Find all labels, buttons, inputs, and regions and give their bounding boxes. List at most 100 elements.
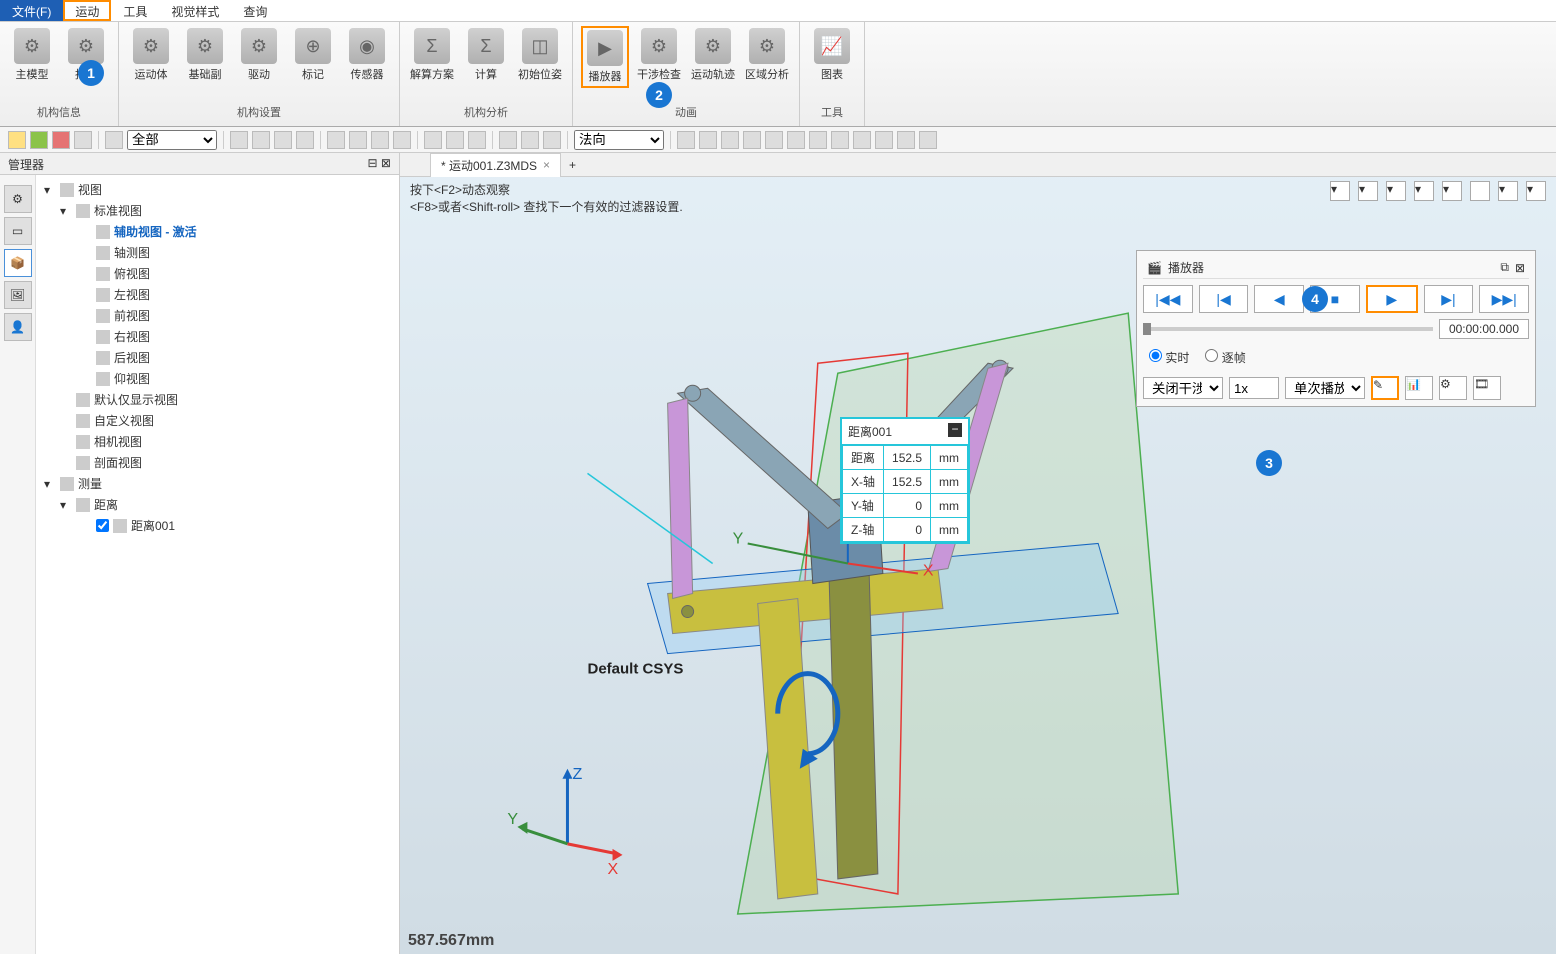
t8-icon[interactable] <box>393 131 411 149</box>
ribbon-运动体-button[interactable]: ⚙运动体 <box>127 26 175 84</box>
t17-icon[interactable] <box>721 131 739 149</box>
tab-view-icon[interactable]: 📦 <box>4 249 32 277</box>
t12-icon[interactable] <box>499 131 517 149</box>
gear2-icon[interactable]: ⚙ <box>1439 376 1467 400</box>
t25-icon[interactable] <box>897 131 915 149</box>
add-tab-icon[interactable]: + <box>561 158 584 172</box>
tree-item[interactable]: 仰视图 <box>40 368 395 389</box>
t11-icon[interactable] <box>468 131 486 149</box>
measure-minimize-icon[interactable]: − <box>948 423 962 437</box>
tree-item[interactable]: 距离001 <box>40 515 395 536</box>
t15-icon[interactable] <box>677 131 695 149</box>
menu-query[interactable]: 查询 <box>231 0 279 21</box>
document-tab[interactable]: * 运动001.Z3MDS × <box>430 153 561 177</box>
tree-item[interactable]: ▾视图 <box>40 179 395 200</box>
tree-item[interactable]: 默认仅显示视图 <box>40 389 395 410</box>
t26-icon[interactable] <box>919 131 937 149</box>
tree-item[interactable]: ▾测量 <box>40 473 395 494</box>
timecode: 00:00:00.000 <box>1439 319 1529 339</box>
ribbon-主模型-button[interactable]: ⚙主模型 <box>8 26 56 84</box>
ribbon-干涉检查-button[interactable]: ⚙干涉检查 <box>635 26 683 84</box>
ribbon-运动轨迹-button[interactable]: ⚙运动轨迹 <box>689 26 737 84</box>
tab-image-icon[interactable]: 🖼 <box>4 281 32 309</box>
t16-icon[interactable] <box>699 131 717 149</box>
play-reverse-button[interactable]: ◀ <box>1254 285 1304 313</box>
t13-icon[interactable] <box>521 131 539 149</box>
ribbon-计算-button[interactable]: Σ计算 <box>462 26 510 84</box>
select-icon[interactable] <box>8 131 26 149</box>
sidebar-collapse-icon[interactable]: ⊟ ⊠ <box>368 156 391 171</box>
t2-icon[interactable] <box>252 131 270 149</box>
grid-icon[interactable] <box>74 131 92 149</box>
tree-item[interactable]: 后视图 <box>40 347 395 368</box>
radio-realtime[interactable]: 实时 <box>1149 349 1189 366</box>
t4-icon[interactable] <box>296 131 314 149</box>
add-icon[interactable] <box>30 131 48 149</box>
t24-icon[interactable] <box>875 131 893 149</box>
menu-file[interactable]: 文件(F) <box>0 0 63 21</box>
tree-item[interactable]: 前视图 <box>40 305 395 326</box>
tab-settings-icon[interactable]: ⚙ <box>4 185 32 213</box>
t23-icon[interactable] <box>853 131 871 149</box>
export-icon[interactable]: 🎞 <box>1473 376 1501 400</box>
menu-motion[interactable]: 运动 <box>63 0 111 21</box>
t22-icon[interactable] <box>831 131 849 149</box>
ribbon-标记-button[interactable]: ⊕标记 <box>289 26 337 84</box>
forward-end-button[interactable]: ▶▶| <box>1479 285 1529 313</box>
ribbon-传感器-button[interactable]: ◉传感器 <box>343 26 391 84</box>
tree-item[interactable]: ▾标准视图 <box>40 200 395 221</box>
tree-item[interactable]: 左视图 <box>40 284 395 305</box>
direction-select[interactable]: 法向 <box>574 130 664 150</box>
tree-item[interactable]: 自定义视图 <box>40 410 395 431</box>
tree-item[interactable]: 轴测图 <box>40 242 395 263</box>
t10-icon[interactable] <box>446 131 464 149</box>
tree-item[interactable]: 俯视图 <box>40 263 395 284</box>
ribbon-播放器-button[interactable]: ▶播放器 <box>581 26 629 88</box>
tab-user-icon[interactable]: 👤 <box>4 313 32 341</box>
ribbon-解算方案-button[interactable]: Σ解算方案 <box>408 26 456 84</box>
t18-icon[interactable] <box>743 131 761 149</box>
dots-icon[interactable] <box>105 131 123 149</box>
menu-tools[interactable]: 工具 <box>111 0 159 21</box>
tree-item[interactable]: 相机视图 <box>40 431 395 452</box>
speed-spinner[interactable] <box>1229 377 1279 399</box>
callout-badge-3: 3 <box>1256 450 1282 476</box>
t20-icon[interactable] <box>787 131 805 149</box>
t9-icon[interactable] <box>424 131 442 149</box>
ribbon-区域分析-button[interactable]: ⚙区域分析 <box>743 26 791 84</box>
ribbon-基础副-button[interactable]: ⚙基础副 <box>181 26 229 84</box>
radio-frame[interactable]: 逐帧 <box>1205 349 1245 366</box>
pencil-icon[interactable]: ✎ <box>1371 376 1399 400</box>
tree-item[interactable]: ▾距离 <box>40 494 395 515</box>
ribbon-驱动-button[interactable]: ⚙驱动 <box>235 26 283 84</box>
ribbon-图表-button[interactable]: 📈图表 <box>808 26 856 84</box>
play-button[interactable]: ▶ <box>1366 285 1418 313</box>
close-tab-icon[interactable]: × <box>543 158 550 172</box>
filter-select[interactable]: 全部 <box>127 130 217 150</box>
t19-icon[interactable] <box>765 131 783 149</box>
step-forward-button[interactable]: ▶| <box>1424 285 1474 313</box>
chart-icon[interactable]: 📊 <box>1405 376 1433 400</box>
tree-item[interactable]: 辅助视图 - 激活 <box>40 221 395 242</box>
tab-structure-icon[interactable]: ▭ <box>4 217 32 245</box>
t21-icon[interactable] <box>809 131 827 149</box>
sidebar-title: 管理器 <box>8 156 44 171</box>
t14-icon[interactable] <box>543 131 561 149</box>
tree-item[interactable]: 右视图 <box>40 326 395 347</box>
t1-icon[interactable] <box>230 131 248 149</box>
remove-icon[interactable] <box>52 131 70 149</box>
t3-icon[interactable] <box>274 131 292 149</box>
timeline-slider[interactable] <box>1143 327 1433 331</box>
playmode-select[interactable]: 单次播放 <box>1285 377 1365 399</box>
step-back-button[interactable]: |◀ <box>1199 285 1249 313</box>
t7-icon[interactable] <box>371 131 389 149</box>
rewind-start-button[interactable]: |◀◀ <box>1143 285 1193 313</box>
ribbon-初始位姿-button[interactable]: ◫初始位姿 <box>516 26 564 84</box>
tree-item[interactable]: 剖面视图 <box>40 452 395 473</box>
menu-visual-style[interactable]: 视觉样式 <box>159 0 231 21</box>
player-popout-icon[interactable]: ⧉ <box>1500 260 1509 275</box>
t6-icon[interactable] <box>349 131 367 149</box>
interference-select[interactable]: 关闭干涉 <box>1143 377 1223 399</box>
player-close-icon[interactable]: ⊠ <box>1515 261 1525 275</box>
t5-icon[interactable] <box>327 131 345 149</box>
